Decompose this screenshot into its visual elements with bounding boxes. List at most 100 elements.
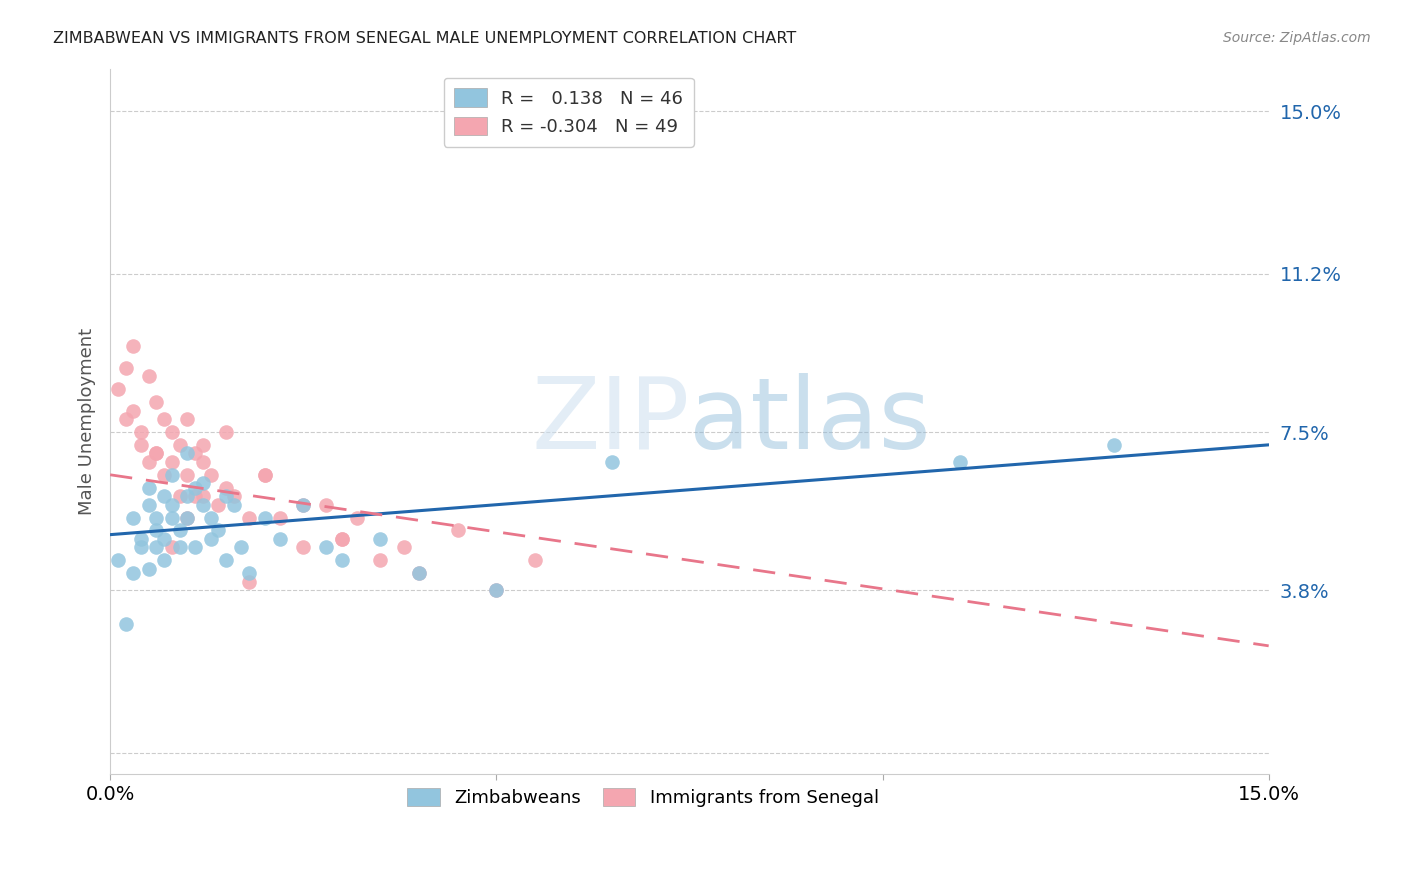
- Point: [184, 446, 207, 460]
- Point: [145, 446, 167, 460]
- Point: [169, 541, 191, 555]
- Point: [1102, 438, 1125, 452]
- Point: [485, 583, 508, 598]
- Point: [253, 510, 276, 524]
- Point: [191, 455, 214, 469]
- Point: [600, 455, 623, 469]
- Y-axis label: Male Unemployment: Male Unemployment: [79, 327, 96, 515]
- Point: [238, 510, 260, 524]
- Point: [153, 489, 176, 503]
- Point: [207, 498, 229, 512]
- Point: [191, 438, 214, 452]
- Point: [122, 566, 145, 581]
- Point: [370, 532, 392, 546]
- Point: [160, 425, 183, 439]
- Text: ZIMBABWEAN VS IMMIGRANTS FROM SENEGAL MALE UNEMPLOYMENT CORRELATION CHART: ZIMBABWEAN VS IMMIGRANTS FROM SENEGAL MA…: [53, 31, 797, 46]
- Point: [114, 360, 136, 375]
- Point: [207, 524, 229, 538]
- Point: [238, 574, 260, 589]
- Point: [138, 481, 160, 495]
- Text: Source: ZipAtlas.com: Source: ZipAtlas.com: [1223, 31, 1371, 45]
- Point: [176, 510, 198, 524]
- Point: [176, 412, 198, 426]
- Point: [145, 541, 167, 555]
- Point: [253, 467, 276, 482]
- Point: [122, 403, 145, 417]
- Point: [114, 412, 136, 426]
- Point: [160, 467, 183, 482]
- Point: [160, 455, 183, 469]
- Point: [330, 532, 353, 546]
- Legend: Zimbabweans, Immigrants from Senegal: Zimbabweans, Immigrants from Senegal: [398, 779, 887, 816]
- Point: [215, 481, 238, 495]
- Point: [949, 455, 972, 469]
- Point: [292, 541, 315, 555]
- Point: [330, 532, 353, 546]
- Point: [200, 532, 222, 546]
- Point: [315, 541, 337, 555]
- Text: atlas: atlas: [689, 373, 931, 470]
- Point: [176, 467, 198, 482]
- Point: [138, 369, 160, 384]
- Point: [215, 489, 238, 503]
- Point: [153, 532, 176, 546]
- Point: [191, 489, 214, 503]
- Point: [160, 510, 183, 524]
- Point: [231, 541, 253, 555]
- Point: [153, 412, 176, 426]
- Point: [200, 510, 222, 524]
- Point: [107, 553, 129, 567]
- Point: [138, 455, 160, 469]
- Point: [215, 425, 238, 439]
- Point: [129, 425, 152, 439]
- Point: [160, 498, 183, 512]
- Point: [191, 476, 214, 491]
- Point: [169, 489, 191, 503]
- Point: [145, 510, 167, 524]
- Point: [145, 446, 167, 460]
- Point: [238, 566, 260, 581]
- Point: [200, 467, 222, 482]
- Point: [269, 510, 291, 524]
- Point: [222, 498, 245, 512]
- Point: [184, 481, 207, 495]
- Point: [191, 498, 214, 512]
- Point: [370, 553, 392, 567]
- Point: [184, 489, 207, 503]
- Point: [122, 510, 145, 524]
- Point: [292, 498, 315, 512]
- Point: [253, 467, 276, 482]
- Point: [114, 617, 136, 632]
- Point: [292, 498, 315, 512]
- Point: [176, 446, 198, 460]
- Point: [346, 510, 368, 524]
- Point: [330, 553, 353, 567]
- Point: [222, 489, 245, 503]
- Point: [145, 395, 167, 409]
- Point: [129, 532, 152, 546]
- Point: [215, 553, 238, 567]
- Point: [138, 498, 160, 512]
- Point: [169, 438, 191, 452]
- Point: [176, 510, 198, 524]
- Point: [107, 382, 129, 396]
- Point: [447, 524, 470, 538]
- Point: [153, 553, 176, 567]
- Point: [122, 339, 145, 353]
- Point: [160, 541, 183, 555]
- Point: [129, 541, 152, 555]
- Point: [392, 541, 415, 555]
- Point: [408, 566, 430, 581]
- Point: [269, 532, 291, 546]
- Point: [153, 467, 176, 482]
- Point: [169, 524, 191, 538]
- Text: ZIP: ZIP: [531, 373, 689, 470]
- Point: [145, 524, 167, 538]
- Point: [184, 541, 207, 555]
- Point: [523, 553, 546, 567]
- Point: [315, 498, 337, 512]
- Point: [408, 566, 430, 581]
- Point: [485, 583, 508, 598]
- Point: [129, 438, 152, 452]
- Point: [176, 489, 198, 503]
